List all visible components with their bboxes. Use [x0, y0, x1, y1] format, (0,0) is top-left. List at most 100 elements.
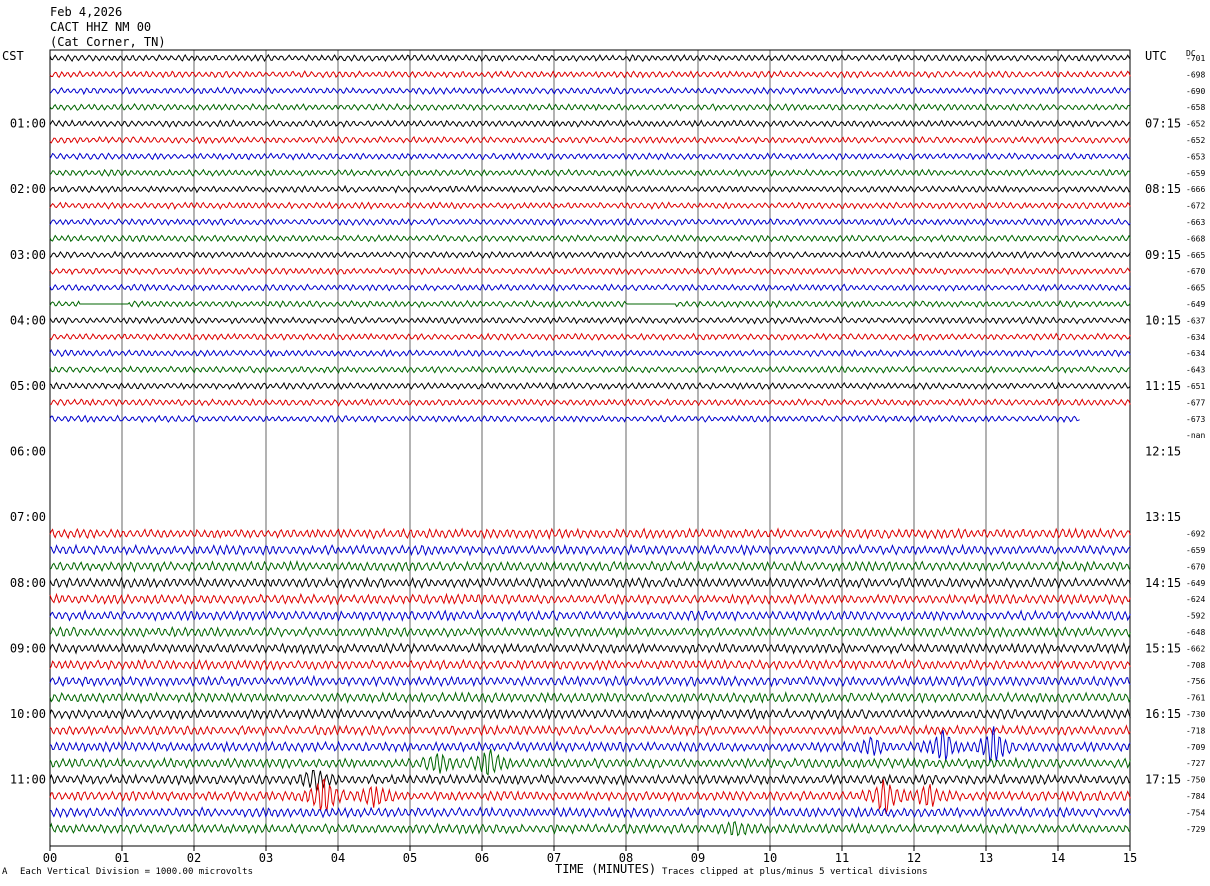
trace-row: [49, 184, 1131, 194]
trace-row: [49, 707, 1131, 721]
right-time-label: 08:15: [1145, 182, 1181, 196]
trace-row: [49, 805, 1131, 819]
right-time-label: 09:15: [1145, 248, 1181, 262]
trace-row: [49, 135, 1131, 145]
dc-offset-label: -652: [1186, 120, 1205, 129]
trace-row: [49, 527, 1131, 541]
trace-row: [49, 414, 1080, 424]
trace-row: [49, 299, 1131, 309]
right-time-label: 12:15: [1145, 445, 1181, 459]
x-tick-label: 10: [763, 851, 777, 865]
left-axis-label: CST: [2, 49, 24, 63]
dc-offset-label: -653: [1186, 152, 1205, 161]
left-time-label: 07:00: [10, 510, 46, 524]
trace-row: [49, 770, 1131, 793]
date-label: Feb 4,2026: [50, 5, 123, 19]
right-time-label: 07:15: [1145, 117, 1181, 131]
right-time-label: 17:15: [1145, 773, 1181, 787]
dc-offset-label: -634: [1186, 349, 1205, 358]
trace-row: [49, 201, 1131, 211]
left-time-label: 10:00: [10, 707, 46, 721]
dc-offset-label: -670: [1186, 562, 1205, 571]
dc-offset-label: -730: [1186, 710, 1205, 719]
trace-row: [49, 316, 1131, 325]
x-tick-label: 08: [619, 851, 633, 865]
trace-row: [49, 543, 1131, 557]
dc-offset-label: -651: [1186, 382, 1205, 391]
right-time-label: 14:15: [1145, 576, 1181, 590]
trace-row: [49, 102, 1131, 112]
left-time-label: 02:00: [10, 182, 46, 196]
dc-offset-label: -754: [1186, 808, 1205, 817]
dc-offset-label: -592: [1186, 612, 1205, 621]
trace-row: [49, 266, 1131, 276]
dc-offset-label: -659: [1186, 169, 1205, 178]
dc-offset-label: -648: [1186, 628, 1205, 637]
trace-row: [49, 152, 1131, 161]
trace-row: [49, 217, 1131, 227]
dc-offset-label: -784: [1186, 792, 1205, 801]
location-label: (Cat Corner, TN): [50, 35, 166, 49]
dc-offset-label: -649: [1186, 300, 1205, 309]
right-time-label: 10:15: [1145, 313, 1181, 327]
left-time-label: 03:00: [10, 248, 46, 262]
trace-row: [49, 592, 1131, 606]
left-time-label: 05:00: [10, 379, 46, 393]
x-tick-label: 14: [1051, 851, 1065, 865]
trace-row: [49, 365, 1131, 374]
dc-offset-label: -659: [1186, 546, 1205, 555]
left-time-label: 11:00: [10, 773, 46, 787]
dc-offset-label: -624: [1186, 595, 1205, 604]
dc-offset-label: -658: [1186, 103, 1205, 112]
dc-offset-label: -718: [1186, 726, 1205, 735]
dc-offset-label: -637: [1186, 316, 1205, 325]
dc-offset-label: -666: [1186, 185, 1205, 194]
dc-offset-label: -662: [1186, 644, 1205, 653]
trace-row: [49, 748, 1131, 776]
trace-row: [49, 381, 1131, 391]
dc-offset-label: -673: [1186, 415, 1205, 424]
station-label: CACT HHZ NM 00: [50, 20, 152, 34]
right-time-label: 15:15: [1145, 641, 1181, 655]
x-tick-label: 12: [907, 851, 921, 865]
dc-offset-label: -756: [1186, 677, 1205, 686]
dc-offset-label: -634: [1186, 333, 1205, 342]
dc-offset-label: -690: [1186, 87, 1205, 96]
trace-row: [49, 250, 1131, 260]
x-tick-label: 09: [691, 851, 705, 865]
dc-offset-label: -701: [1186, 54, 1205, 63]
trace-row: [49, 234, 1131, 243]
trace-row: [49, 726, 1131, 763]
x-tick-label: 13: [979, 851, 993, 865]
dc-offset-label: -665: [1186, 251, 1205, 260]
dc-offset-label: -652: [1186, 136, 1205, 145]
x-tick-label: 03: [259, 851, 273, 865]
dc-offset-label: -677: [1186, 398, 1205, 407]
trace-row: [49, 778, 1131, 814]
dc-offset-label: -708: [1186, 661, 1205, 670]
trace-row: [49, 283, 1131, 292]
trace-row: [49, 641, 1131, 655]
trace-row: [50, 398, 1131, 407]
left-time-label: 01:00: [10, 117, 46, 131]
trace-row: [49, 559, 1131, 573]
right-axis-label: UTC: [1145, 49, 1167, 63]
corner-mark: A: [2, 867, 8, 877]
clip-note: Traces clipped at plus/minus 5 vertical …: [662, 867, 928, 877]
dc-offset-label: -672: [1186, 202, 1205, 211]
dc-offset-label: -665: [1186, 284, 1205, 293]
left-time-label: 04:00: [10, 313, 46, 327]
dc-offset-label: -692: [1186, 530, 1205, 539]
dc-offset-label: -nan: [1186, 431, 1205, 440]
left-time-label: 06:00: [10, 445, 46, 459]
trace-row: [49, 53, 1131, 63]
x-tick-label: 02: [187, 851, 201, 865]
x-tick-label: 11: [835, 851, 849, 865]
trace-row: [49, 625, 1131, 639]
dc-offset-label: -727: [1186, 759, 1205, 768]
trace-row: [49, 723, 1131, 737]
trace-row: [49, 348, 1131, 358]
plot-frame: [49, 49, 1131, 847]
dc-offset-label: -729: [1186, 825, 1205, 834]
